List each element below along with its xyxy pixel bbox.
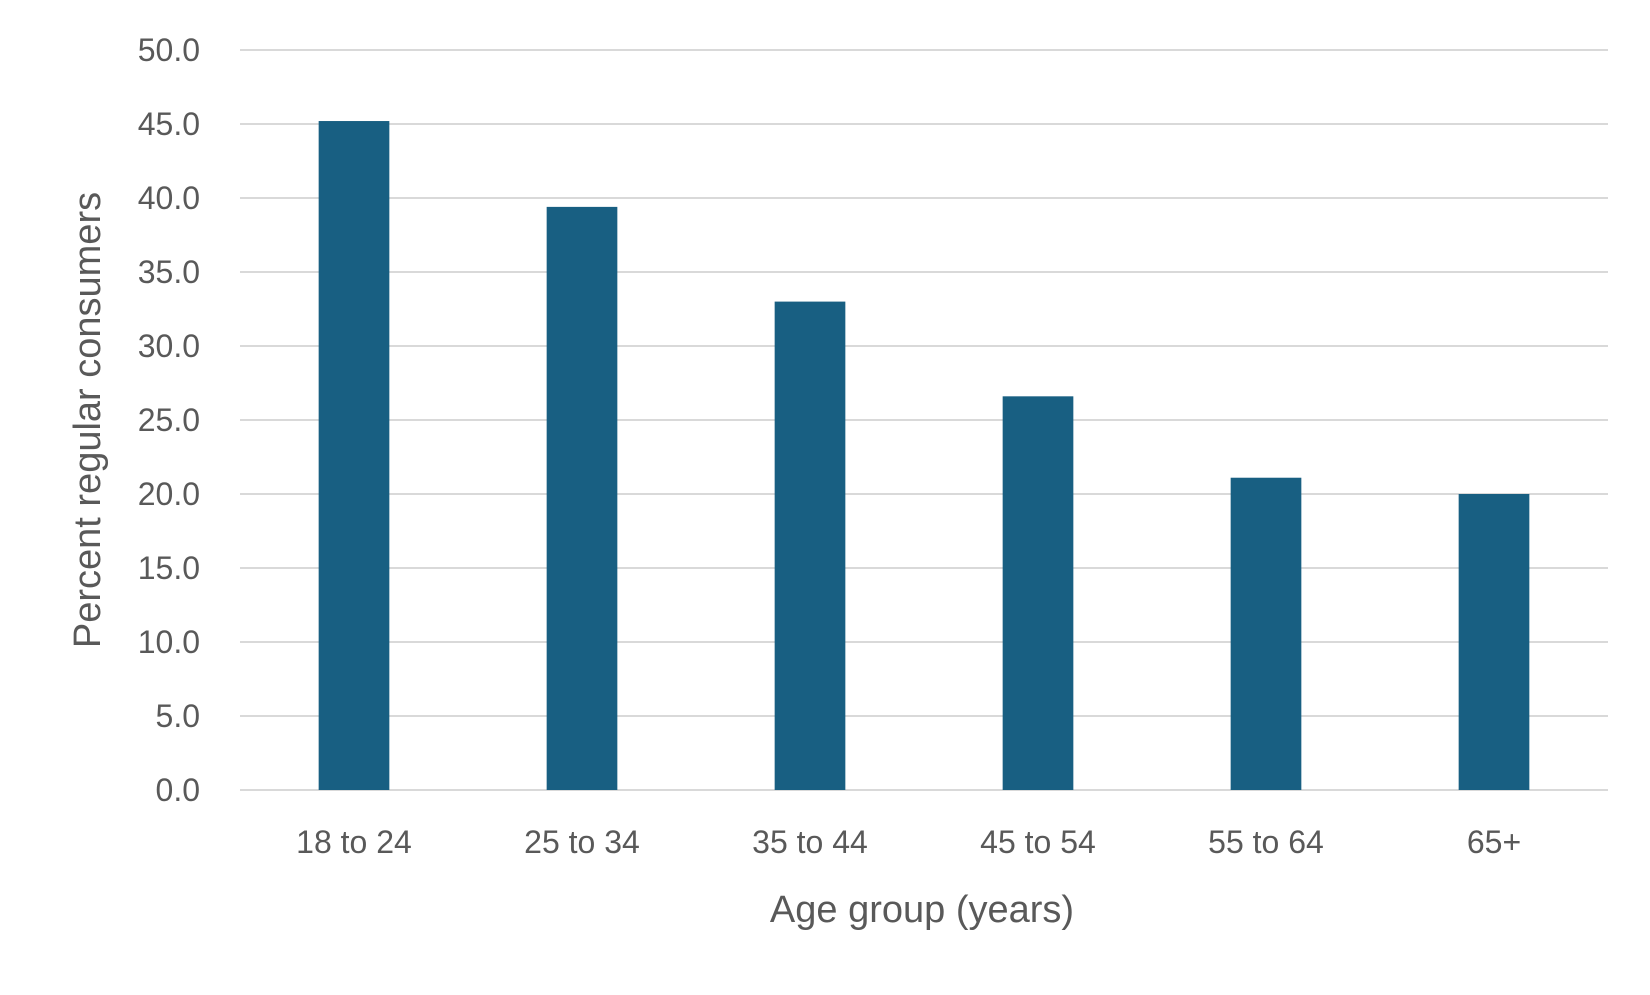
y-tick-label: 20.0 bbox=[138, 476, 200, 512]
bars bbox=[318, 121, 1530, 791]
y-tick-label: 30.0 bbox=[138, 328, 200, 364]
y-tick-label: 25.0 bbox=[138, 402, 200, 438]
y-tick-label: 35.0 bbox=[138, 254, 200, 290]
x-tick-label: 65+ bbox=[1467, 824, 1521, 860]
x-axis-title: Age group (years) bbox=[770, 889, 1074, 931]
y-tick-label: 15.0 bbox=[138, 550, 200, 586]
y-axis-ticks: 0.0 5.0 10.0 15.0 20.0 25.0 30.0 35.0 40.0 45.0 50… bbox=[138, 32, 200, 808]
y-tick-label: 0.0 bbox=[156, 772, 200, 808]
bar bbox=[1458, 494, 1530, 790]
bar bbox=[318, 121, 390, 791]
bar bbox=[1002, 396, 1074, 790]
y-axis-title: Percent regular consumers bbox=[67, 192, 109, 648]
x-tick-label: 35 to 44 bbox=[752, 824, 868, 860]
x-axis-ticks: 18 to 24 25 to 34 35 to 44 45 to 54 55 to 64… bbox=[296, 824, 1521, 860]
gridlines bbox=[240, 49, 1608, 791]
y-tick-label: 50.0 bbox=[138, 32, 200, 68]
y-tick-label: 40.0 bbox=[138, 180, 200, 216]
y-tick-label: 45.0 bbox=[138, 106, 200, 142]
y-tick-label: 10.0 bbox=[138, 624, 200, 660]
bar bbox=[1230, 477, 1302, 790]
x-tick-label: 55 to 64 bbox=[1208, 824, 1324, 860]
bar bbox=[546, 206, 618, 790]
x-tick-label: 45 to 54 bbox=[980, 824, 1096, 860]
x-tick-label: 25 to 34 bbox=[524, 824, 640, 860]
bar bbox=[774, 301, 846, 790]
x-tick-label: 18 to 24 bbox=[296, 824, 412, 860]
y-tick-label: 5.0 bbox=[156, 698, 200, 734]
